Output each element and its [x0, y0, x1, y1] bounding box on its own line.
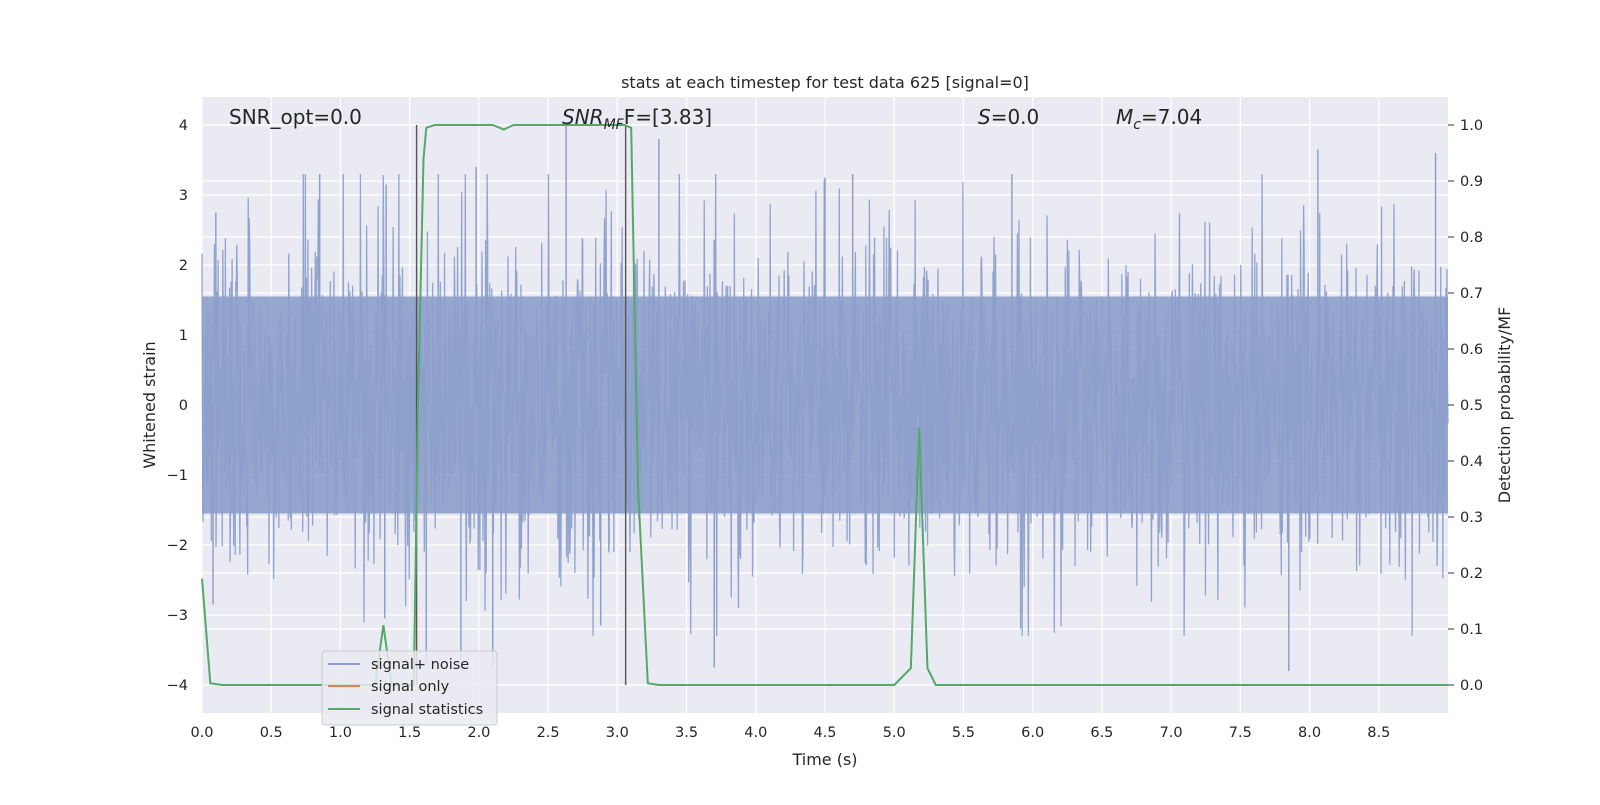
annotation-s-rest: =0.0: [991, 105, 1040, 129]
y-left-tick-label-6: 2: [179, 258, 188, 274]
y-right-tick-label-8: 0.8: [1460, 230, 1483, 246]
y-right-tick-label-7: 0.7: [1460, 286, 1483, 302]
x-tick-label-12: 6.0: [1021, 725, 1044, 741]
signal-statistics-series: [201, 124, 1448, 686]
y-left-tick-label-4: 0: [179, 398, 188, 414]
x-tick-label-5: 2.5: [537, 725, 560, 741]
annotation-mc-rest: =7.04: [1141, 105, 1202, 129]
x-tick-label-14: 7.0: [1160, 725, 1183, 741]
x-tick-label-0: 0.0: [190, 725, 213, 741]
annotation-mc-main: M: [1116, 105, 1133, 129]
y-right-tick-labels: 0.0 0.1 0.2 0.3 0.4 0.5 0.6 0.7 0.8 0.9 1.0: [1448, 118, 1483, 694]
annotation-mc-sub: c: [1133, 117, 1141, 133]
y-left-tick-labels: −4 −3 −2 −1 0 1 2 3 4: [167, 118, 188, 694]
signal-noise-series: [201, 125, 1449, 671]
x-axis-label: Time (s): [791, 750, 857, 769]
x-tick-label-15: 7.5: [1229, 725, 1252, 741]
legend-label-signal-only: signal only: [371, 679, 450, 695]
annotation-s: S=0.0: [978, 105, 1039, 129]
x-tick-label-3: 1.5: [398, 725, 421, 741]
y-right-tick-label-0: 0.0: [1460, 678, 1483, 694]
y-left-tick-label-3: −1: [167, 468, 188, 484]
y-right-tick-label-10: 1.0: [1460, 118, 1483, 134]
y-right-tick-label-9: 0.9: [1460, 174, 1483, 190]
annotation-s-main: S: [978, 105, 991, 129]
legend-box: [321, 650, 498, 726]
y-left-tick-label-2: −2: [167, 538, 188, 554]
annotation-snr-mf-sub: MF: [604, 117, 625, 133]
x-tick-label-13: 6.5: [1090, 725, 1113, 741]
vertical-markers: [415, 125, 627, 685]
annotation-mc: Mc=7.04: [1116, 105, 1202, 133]
annotation-snr-mf-rest: F=[3.83]: [624, 105, 712, 129]
y-right-tick-label-3: 0.3: [1460, 510, 1483, 526]
x-tick-label-9: 4.5: [813, 725, 836, 741]
x-tick-label-2: 1.0: [329, 725, 352, 741]
annotation-snr-mf: SNRMFF=[3.83]: [562, 105, 712, 133]
x-tick-label-16: 8.0: [1298, 725, 1321, 741]
y-left-tick-label-0: −4: [167, 678, 188, 694]
y-axis-right-label: Detection probability/MF: [1495, 307, 1514, 504]
y-left-tick-label-7: 3: [179, 188, 188, 204]
x-tick-labels: 0.0 0.5 1.0 1.5 2.0 2.5 3.0 3.5 4.0 4.5 5.0 5.5 6.0 6…: [190, 725, 1390, 741]
y-right-tick-label-5: 0.5: [1460, 398, 1483, 414]
chart-title: stats at each timestep for test data 625…: [621, 73, 1029, 92]
x-tick-label-8: 4.0: [744, 725, 767, 741]
y-left-tick-label-1: −3: [167, 608, 188, 624]
y-right-tick-label-4: 0.4: [1460, 454, 1483, 470]
signal-statistics-line: [201, 124, 1448, 686]
legend-label-signal-statistics: signal statistics: [371, 702, 483, 718]
y-left-tick-label-5: 1: [179, 328, 188, 344]
x-tick-label-17: 8.5: [1367, 725, 1390, 741]
y-axis-left-label: Whitened strain: [140, 341, 159, 468]
y-right-tick-label-2: 0.2: [1460, 566, 1483, 582]
x-tick-label-1: 0.5: [260, 725, 283, 741]
annotation-snr-mf-main: SNR: [562, 105, 604, 129]
legend-label-signal-noise: signal+ noise: [371, 657, 469, 673]
legend: signal+ noise signal only signal statist…: [321, 650, 498, 726]
x-tick-label-11: 5.5: [952, 725, 975, 741]
y-left-tick-label-8: 4: [179, 118, 188, 134]
annotation-snr-opt: SNR_opt=0.0: [229, 105, 362, 129]
x-tick-label-4: 2.0: [467, 725, 490, 741]
x-tick-label-6: 3.0: [606, 725, 629, 741]
x-tick-label-7: 3.5: [675, 725, 698, 741]
y-right-tick-label-6: 0.6: [1460, 342, 1483, 358]
x-tick-label-10: 5.0: [883, 725, 906, 741]
y-right-tick-label-1: 0.1: [1460, 622, 1483, 638]
